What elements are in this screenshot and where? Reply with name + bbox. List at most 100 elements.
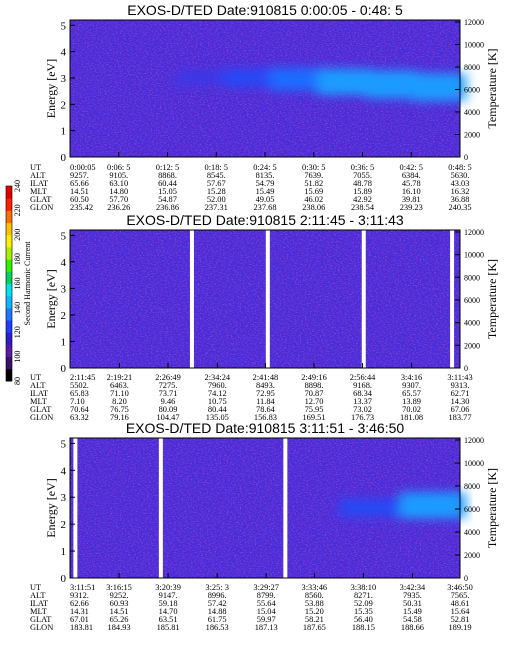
- orbit-cell: 7639.: [304, 171, 323, 180]
- orbit-cell: 8560.: [305, 591, 324, 600]
- orbit-cell: 61.75: [208, 615, 227, 624]
- colorbar-segment: [6, 222, 12, 236]
- orbit-cell: 3:46:50: [447, 583, 473, 592]
- orbit-cell: 188.15: [352, 623, 375, 632]
- ytick-left-label: 0: [61, 152, 67, 164]
- orbit-cell: 67.01: [70, 615, 89, 624]
- data-gap: [265, 230, 270, 368]
- band-segment: [399, 492, 466, 519]
- orbit-cell: 52.09: [354, 599, 373, 608]
- panel-1: EXOS-D/TED Date:910815 0:00:05 - 0:48: 5…: [30, 2, 499, 212]
- ytick-right-label: 4000: [464, 108, 480, 117]
- orbit-cell: 67.06: [451, 405, 470, 414]
- ytick-right-label: 4000: [464, 319, 480, 328]
- colorbar-tick-label: 180: [13, 253, 22, 265]
- orbit-cell: 8.20: [112, 397, 127, 406]
- orbit-cell: 52.00: [207, 195, 226, 204]
- ytick-left-label: 2: [61, 519, 67, 531]
- orbit-cell: 80.44: [208, 405, 228, 414]
- band-segment: [412, 73, 466, 102]
- colorbar-segment: [6, 186, 12, 199]
- orbit-cell: 156.83: [254, 413, 277, 422]
- ytick-left-label: 5: [61, 230, 67, 242]
- orbit-cell: 63.51: [159, 615, 178, 624]
- orbit-cell: 14.51: [70, 187, 89, 196]
- orbit-cell: 8996.: [208, 591, 227, 600]
- data-gap: [361, 230, 366, 368]
- ytick-right-label: 6000: [464, 296, 480, 305]
- ytick-left-label: 1: [61, 546, 67, 558]
- orbit-cell: 7.10: [70, 397, 85, 406]
- orbit-cell: 15.28: [207, 187, 226, 196]
- colorbar-tick-label: 240: [13, 180, 22, 192]
- orbit-cell: 13.89: [402, 397, 421, 406]
- orbit-cell: 9.46: [161, 397, 176, 406]
- orbit-cell: 14.80: [109, 187, 128, 196]
- panel-title: EXOS-D/TED Date:910815 3:11:51 - 3:46:50: [126, 420, 405, 436]
- orbit-cell: 63.10: [109, 179, 128, 188]
- ytick-left-label: 3: [61, 492, 67, 504]
- colorbar-segment: [6, 246, 12, 260]
- orbit-cell: 6384.: [402, 171, 421, 180]
- data-gap: [73, 438, 78, 578]
- ytick-left-label: 3: [61, 73, 67, 85]
- ylabel-left: Energy [eV]: [44, 478, 58, 537]
- ytick-right-label: 0: [464, 574, 468, 583]
- orbit-cell: 183.77: [448, 413, 471, 422]
- colorbar-tick-label: 200: [13, 229, 22, 241]
- orbit-cell: 60.44: [158, 179, 178, 188]
- orbit-cell: 187.13: [255, 623, 278, 632]
- colorbar: 80 100 120 140 160 180 200 220 240 Second Harmoni…: [5, 180, 32, 385]
- colorbar-segment: [6, 344, 12, 358]
- orbit-cell: 50.31: [403, 599, 422, 608]
- orbit-row-label: MLT: [30, 607, 47, 616]
- orbit-cell: 63.32: [70, 413, 89, 422]
- orbit-cell: 53.88: [305, 599, 324, 608]
- orbit-row-label: ALT: [30, 171, 46, 180]
- data-gap: [158, 438, 163, 578]
- orbit-cell: 75.95: [305, 405, 324, 414]
- orbit-table: UTALTILATMLTGLATGLON3:11:519312.62.6614.…: [30, 583, 473, 632]
- orbit-cell: 15.69: [304, 187, 323, 196]
- orbit-cell: 176.73: [351, 413, 374, 422]
- orbit-cell: 183.81: [70, 623, 93, 632]
- orbit-cell: 189.19: [448, 623, 471, 632]
- orbit-cell: 8799.: [257, 591, 276, 600]
- orbit-cell: 71.10: [110, 389, 129, 398]
- colorbar-tick-label: 220: [13, 204, 22, 216]
- orbit-cell: 65.26: [110, 615, 129, 624]
- colorbar-tick-label: 140: [13, 302, 22, 314]
- orbit-cell: 2:11:45: [70, 373, 95, 382]
- orbit-cell: 3:16:15: [106, 583, 132, 592]
- colorbar-tick-label: 120: [13, 326, 22, 338]
- ytick-left-label: 1: [61, 126, 67, 138]
- orbit-cell: 15.49: [256, 187, 275, 196]
- orbit-cell: 0:12: 5: [156, 163, 180, 172]
- orbit-cell: 54.58: [403, 615, 422, 624]
- orbit-cell: 0:06: 5: [107, 163, 131, 172]
- band-segment: [269, 67, 324, 91]
- orbit-cell: 49.05: [256, 195, 275, 204]
- orbit-cell: 3:4:16: [401, 373, 422, 382]
- enhanced-band: [339, 492, 466, 519]
- ytick-right-label: 6000: [464, 86, 480, 95]
- orbit-cell: 187.65: [303, 623, 326, 632]
- orbit-cell: 181.08: [400, 413, 423, 422]
- ytick-left-label: 2: [61, 310, 67, 322]
- spectrogram-noise-blue: [70, 230, 460, 368]
- orbit-cell: 62.71: [451, 389, 470, 398]
- colorbar-segment: [6, 307, 12, 321]
- orbit-cell: 59.18: [159, 599, 178, 608]
- orbit-cell: 43.03: [451, 179, 470, 188]
- colorbar-segment: [6, 198, 12, 211]
- ytick-right-label: 6000: [464, 505, 480, 514]
- orbit-cell: 104.47: [156, 413, 179, 422]
- orbit-cell: 56.40: [354, 615, 373, 624]
- ytick-left-label: 2: [61, 99, 67, 111]
- orbit-row-label: ILAT: [30, 179, 48, 188]
- ytick-left-label: 5: [61, 20, 67, 32]
- orbit-cell: 54.87: [158, 195, 177, 204]
- orbit-cell: 186.53: [206, 623, 229, 632]
- orbit-cell: 9147.: [159, 591, 178, 600]
